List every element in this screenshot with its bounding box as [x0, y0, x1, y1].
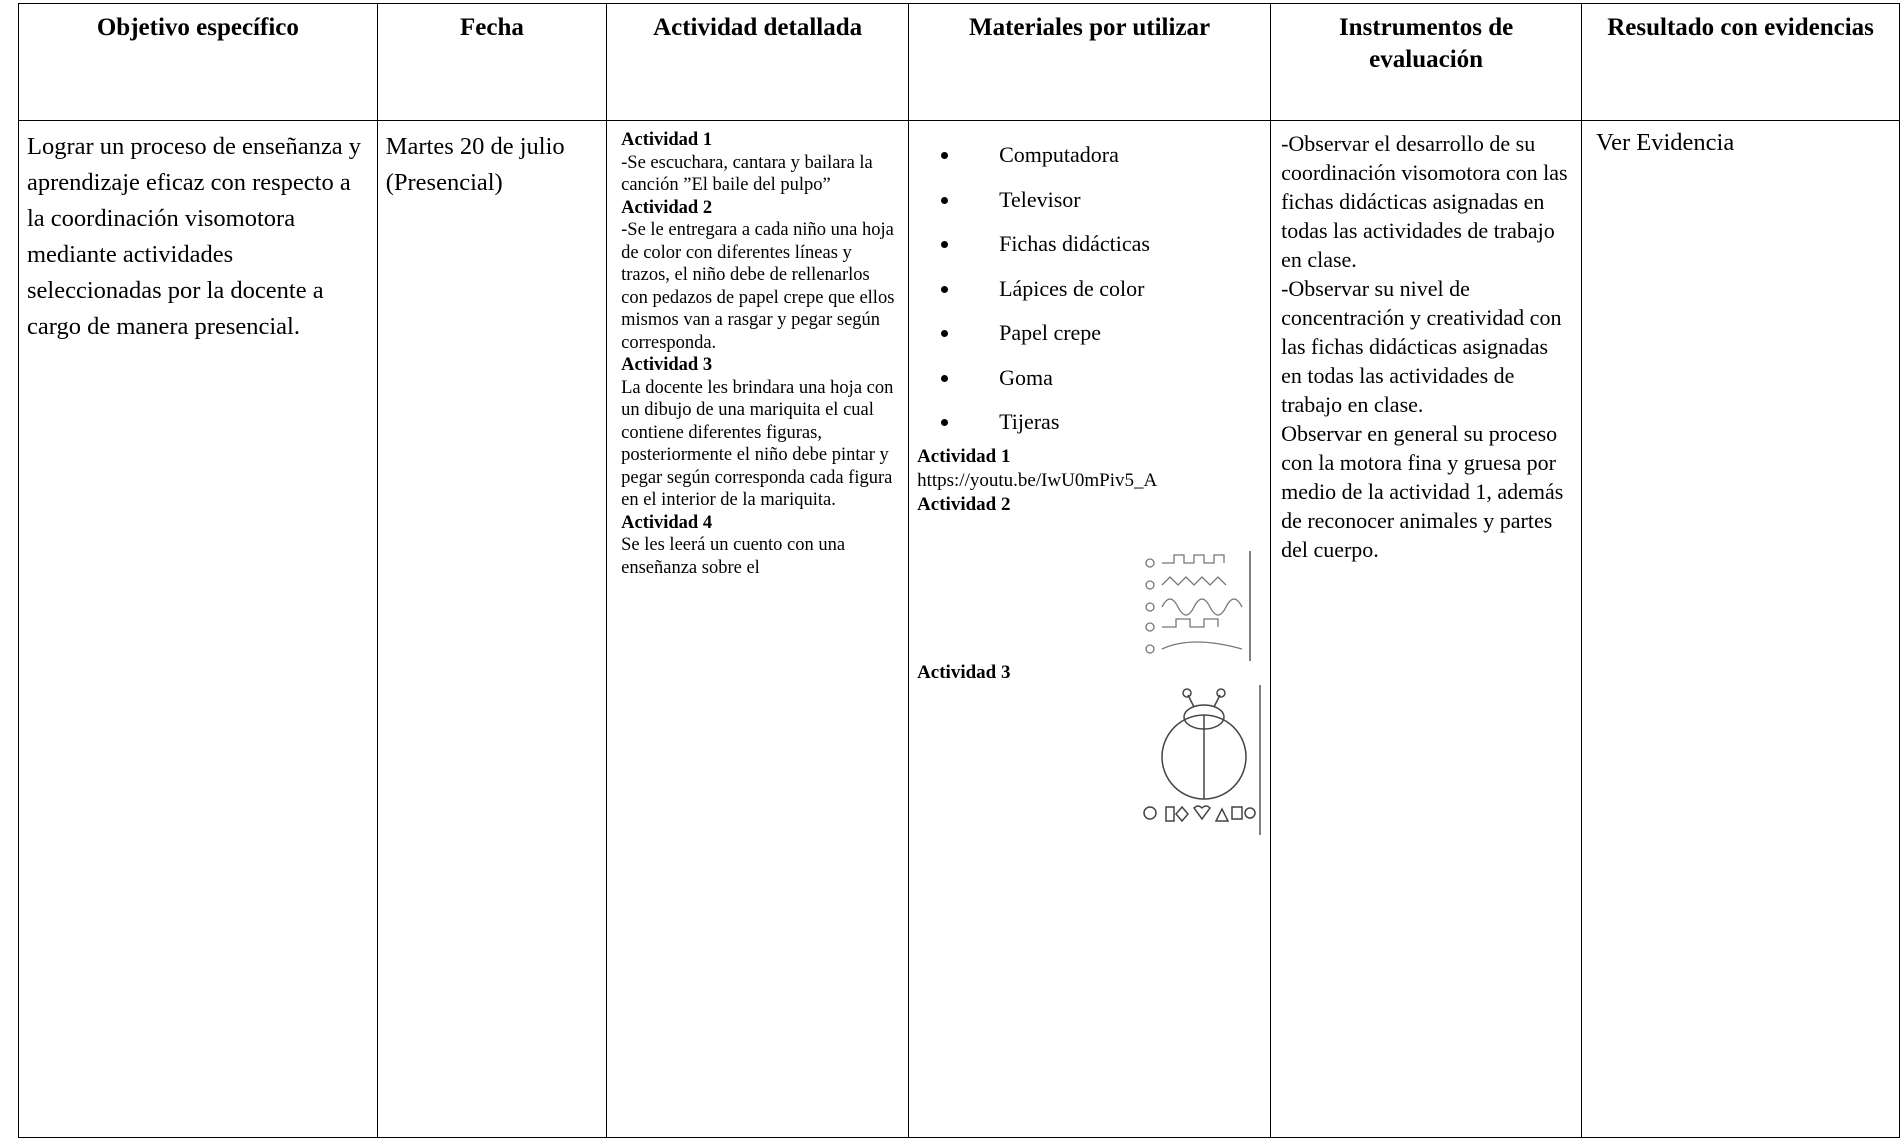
objective-cell: Lograr un proceso de enseñanza y aprendi… [18, 120, 378, 1138]
plan-table: Objetivo específico Fecha Actividad detall… [18, 3, 1900, 1138]
body-row: Lograr un proceso de enseñanza y aprendi… [18, 120, 1900, 1138]
material-item: Computadora [961, 133, 1262, 178]
activity-text: -Se le entregara a cada niño una hoja de… [621, 220, 895, 353]
result-cell: Ver Evidencia [1581, 120, 1900, 1138]
material-activity: Actividad 1 https://youtu.be/IwU0mPiv5_A [917, 445, 1262, 493]
activities-cell: Actividad 1 -Se escuchara, cantara y bail… [606, 120, 910, 1138]
material-activity-title: Actividad 2 [917, 493, 1011, 515]
material-item: Lápices de color [961, 267, 1262, 312]
material-activity-title: Actividad 1 [917, 445, 1011, 467]
header-cell: Resultado con evidencias [1581, 3, 1900, 121]
material-item: Televisor [961, 178, 1262, 223]
instrument: -Observar el desarrollo de su coordinaci… [1281, 131, 1568, 272]
header-cell: Objetivo específico [18, 3, 378, 121]
header-row: Objetivo específico Fecha Actividad detall… [18, 3, 1900, 121]
activity-title: Actividad 2 [621, 197, 713, 218]
activity-text: La docente les brindara una hoja con un … [621, 377, 894, 511]
material-item: Tijeras [961, 400, 1262, 445]
activity-title: Actividad 1 [621, 130, 713, 150]
activity-text: Se les leerá un cuento con una enseñanza… [621, 535, 846, 578]
ladybug-image [1143, 684, 1261, 835]
material-activity-title: Actividad 3 [917, 661, 1011, 683]
header-cell: Materiales por utilizar [908, 3, 1272, 121]
material-item: Fichas didácticas [961, 222, 1262, 267]
instrument: -Observar su nivel de concentración y cr… [1281, 276, 1562, 417]
date-cell: Martes 20 de julio (Presencial) [376, 120, 608, 1138]
video-link[interactable]: https://youtu.be/IwU0mPiv5_A [917, 469, 1158, 491]
instrument: Observar en general su proceso con la mo… [1281, 421, 1564, 562]
material-activity: Actividad 2 [917, 493, 1262, 661]
activity: Actividad 2 -Se le entregara a cada niño … [621, 197, 900, 355]
instruments-cell: -Observar el desarrollo de su coordinaci… [1270, 120, 1583, 1138]
page: {"table": { "headers": ["Objetivo especí… [0, 0, 1900, 907]
header-cell: Actividad detallada [606, 3, 910, 121]
material-item: Goma [961, 356, 1262, 401]
materials-cell: ComputadoraTelevisorFichas didácticasLáp… [908, 120, 1272, 1138]
date: Martes 20 de julio (Presencial) [385, 133, 565, 196]
activity: Actividad 4 Se les leerá un cuento con un… [621, 512, 900, 580]
activity-title: Actividad 3 [621, 355, 713, 375]
page-body: Objetivo específico Fecha Actividad detall… [0, 0, 1900, 907]
activity-text: -Se escuchara, cantara y bailara la canc… [621, 152, 873, 196]
material-activities: Actividad 1 https://youtu.be/IwU0mPiv5_A A… [917, 445, 1262, 835]
worksheet-image [1145, 550, 1251, 661]
activity: Actividad 3 La docente les brindara una h… [621, 354, 900, 512]
result-link[interactable]: Ver Evidencia [1596, 129, 1735, 156]
material-activity: Actividad 3 [917, 661, 1262, 835]
objective: Lograr un proceso de enseñanza y aprendi… [27, 133, 362, 340]
header-cell: Fecha [376, 3, 608, 121]
header-cell: Instrumentos de evaluación [1270, 3, 1583, 121]
activity-title: Actividad 4 [621, 512, 713, 533]
activity: Actividad 1 -Se escuchara, cantara y bail… [621, 129, 900, 197]
materials-list: ComputadoraTelevisorFichas didácticasLáp… [917, 133, 1262, 445]
material-item: Papel crepe [961, 311, 1262, 356]
